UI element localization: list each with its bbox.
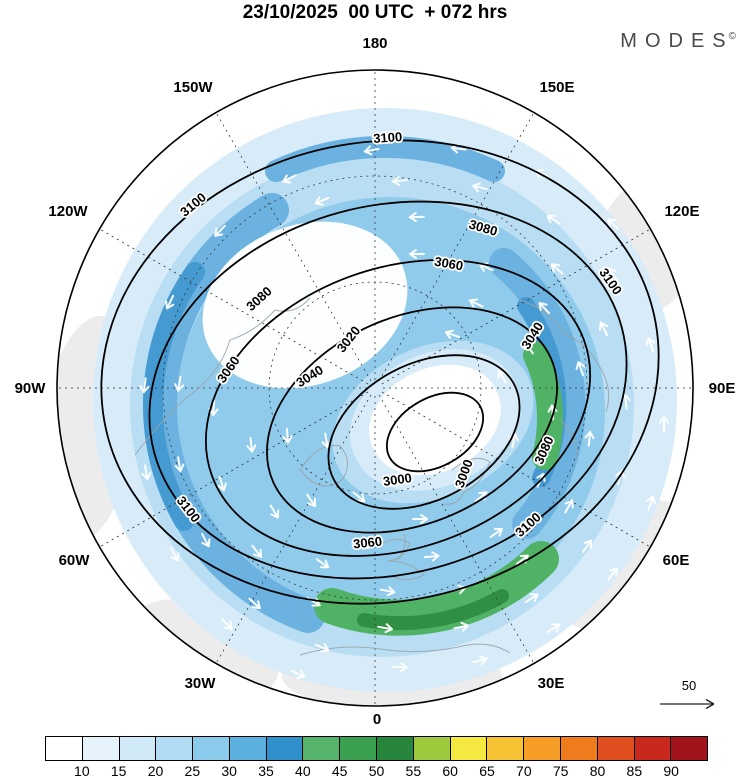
colorbar-cell bbox=[524, 737, 561, 760]
lon-label-90w: 90W bbox=[15, 380, 47, 397]
colorbar-tick-label: 65 bbox=[479, 763, 495, 779]
lon-label-30e: 30E bbox=[538, 675, 565, 692]
contour-label: 3060 bbox=[352, 534, 382, 552]
colorbar-cell bbox=[413, 737, 451, 760]
reference-vector-label: 50 bbox=[682, 678, 696, 693]
colorbar-tick-label: 40 bbox=[295, 763, 311, 779]
colorbar-cell bbox=[340, 737, 378, 760]
colorbar-tick-label: 35 bbox=[258, 763, 274, 779]
colorbar-cell bbox=[156, 737, 194, 760]
colorbar bbox=[45, 736, 708, 761]
lon-label-0: 0 bbox=[373, 711, 381, 728]
colorbar-cell bbox=[303, 737, 341, 760]
longitude-labels: 180 150E 120E 90E 60E 30E 0 30W 60W 90W … bbox=[15, 35, 736, 728]
colorbar-cell bbox=[487, 737, 525, 760]
height-contours bbox=[100, 139, 660, 605]
lon-label-180: 180 bbox=[362, 35, 387, 52]
lon-label-90e: 90E bbox=[709, 380, 736, 397]
chart-title: 23/10/2025 00 UTC + 072 hrs bbox=[242, 2, 508, 23]
map-interior: 3100 3100 3100 3100 3100 3080 3080 3080 … bbox=[57, 70, 693, 706]
reference-vector-arrow bbox=[660, 698, 715, 710]
colorbar-tick-label: 50 bbox=[368, 763, 385, 779]
colorbar-tick-label: 45 bbox=[331, 763, 348, 779]
colorbar-cell bbox=[450, 737, 488, 760]
colorbar-cell bbox=[193, 737, 230, 760]
colorbar-cell bbox=[46, 737, 83, 760]
colorbar-tick-label: 10 bbox=[74, 763, 90, 779]
colorbar-tick-label: 80 bbox=[589, 763, 606, 779]
graticule-parallels bbox=[162, 175, 588, 601]
lon-label-120w: 120W bbox=[48, 203, 88, 220]
modes-logo: MODES© bbox=[620, 30, 736, 53]
contour-label: 3000 bbox=[382, 470, 413, 489]
colorbar-tick-label: 15 bbox=[110, 763, 127, 779]
calm-region-polar bbox=[202, 221, 408, 389]
colorbar-tick-label: 75 bbox=[552, 763, 569, 779]
colorbar-tick-label: 25 bbox=[184, 763, 201, 779]
colorbar-cell bbox=[266, 737, 304, 760]
modes-logo-text: MODES bbox=[620, 30, 734, 52]
contour-label: 3060 bbox=[433, 254, 464, 274]
colorbar-cell bbox=[377, 737, 414, 760]
colorbar-cell bbox=[597, 737, 635, 760]
colorbar-cell bbox=[671, 737, 708, 760]
colorbar-cell bbox=[82, 737, 120, 760]
colorbar-tick-label: 30 bbox=[221, 763, 237, 779]
map-boundary bbox=[56, 69, 694, 707]
colorbar-tick-label: 20 bbox=[147, 763, 164, 779]
lon-label-120e: 120E bbox=[664, 203, 699, 220]
colorbar-cell bbox=[560, 737, 598, 760]
lon-label-60e: 60E bbox=[663, 552, 690, 569]
colorbar-cell bbox=[119, 737, 157, 760]
reference-vector: 50 bbox=[660, 678, 715, 710]
colorbar-tick-labels: 10 15 20 25 30 35 40 45 50 55 60 65 70 75 80 85 90 bbox=[45, 763, 708, 781]
colorbar-cell bbox=[229, 737, 267, 760]
wind-speed-shading bbox=[93, 108, 677, 692]
copyright-mark: © bbox=[728, 31, 736, 43]
lon-label-150w: 150W bbox=[173, 79, 213, 96]
contour-label: 3100 bbox=[373, 129, 403, 146]
colorbar-cell bbox=[634, 737, 672, 760]
calm-region-vortex-center bbox=[378, 374, 494, 466]
lon-label-60w: 60W bbox=[59, 552, 91, 569]
colorbar-tick-label: 90 bbox=[663, 763, 679, 779]
lon-label-30w: 30W bbox=[185, 675, 217, 692]
lon-label-150e: 150E bbox=[539, 79, 574, 96]
colorbar-tick-label: 55 bbox=[405, 763, 422, 779]
colorbar-tick-label: 60 bbox=[442, 763, 458, 779]
colorbar-tick-label: 70 bbox=[516, 763, 532, 779]
colorbar-tick-label: 85 bbox=[626, 763, 643, 779]
